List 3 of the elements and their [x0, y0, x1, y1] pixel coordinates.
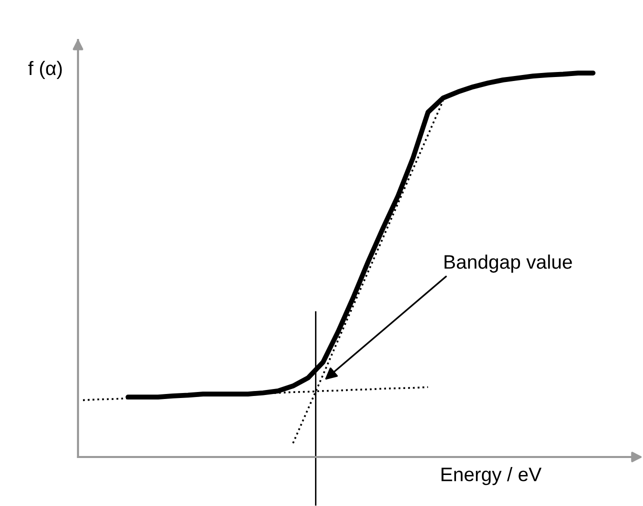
y-axis-title: f (α)	[28, 60, 62, 80]
annotation: Bandgap value	[444, 254, 572, 273]
x-axis-title: Energy / eV	[442, 467, 542, 486]
